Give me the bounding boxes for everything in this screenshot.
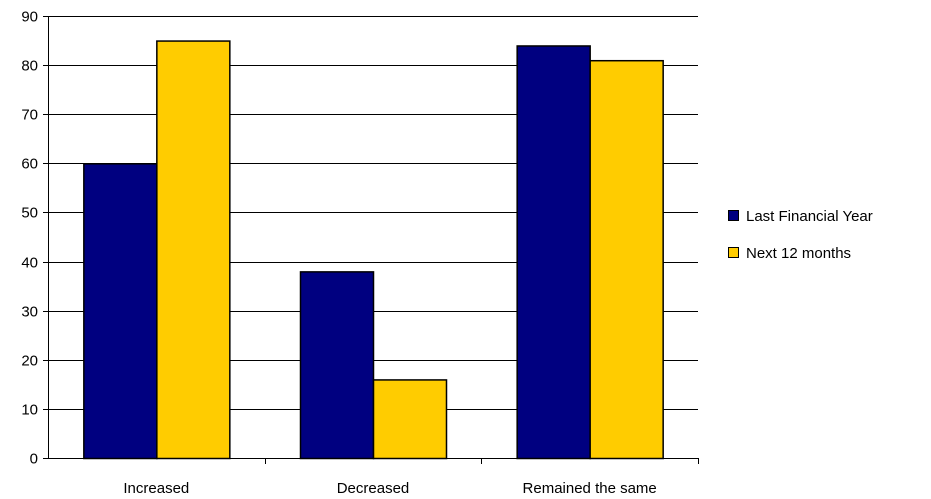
y-tick-label: 80 <box>21 58 38 75</box>
y-tick-label: 30 <box>21 304 38 321</box>
bars <box>83 40 664 460</box>
y-tick-label: 10 <box>21 402 38 419</box>
y-tick-label: 70 <box>21 107 38 124</box>
x-category-label: Decreased <box>337 480 410 497</box>
legend-label: Last Financial Year <box>746 208 873 225</box>
bar-last-financial-year <box>516 45 591 460</box>
x-category-label: Increased <box>123 480 189 497</box>
legend-swatch <box>728 247 739 258</box>
bar-last-financial-year <box>83 163 158 460</box>
y-tick-label: 60 <box>21 156 38 173</box>
y-tick-label: 20 <box>21 353 38 370</box>
bar-next-12-months <box>372 379 448 460</box>
bar-next-12-months <box>156 40 231 460</box>
x-axis-categories: Increased Decreased Remained the same <box>123 458 699 497</box>
axes <box>48 16 698 459</box>
y-axis-ticks: 0 10 20 30 40 50 60 70 80 90 <box>21 9 48 468</box>
y-tick-label: 90 <box>21 9 38 26</box>
legend-swatch <box>728 210 739 221</box>
y-tick-label: 50 <box>21 205 38 222</box>
legend: Last Financial Year Next 12 months <box>728 208 873 262</box>
x-category-label: Remained the same <box>523 480 657 497</box>
y-tick-label: 40 <box>21 255 38 272</box>
y-tick-label: 0 <box>30 451 38 468</box>
bar-next-12-months <box>589 59 664 460</box>
bar-last-financial-year <box>299 271 375 460</box>
legend-label: Next 12 months <box>746 245 851 262</box>
